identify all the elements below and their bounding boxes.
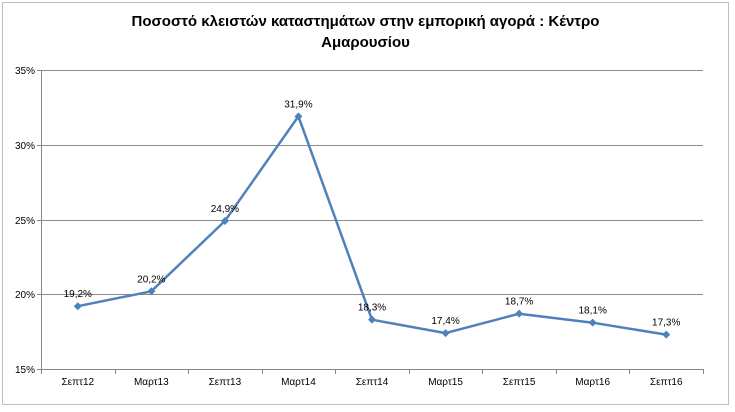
data-label: 17,4% bbox=[431, 316, 459, 327]
data-point-marker bbox=[662, 330, 671, 339]
data-point-marker bbox=[441, 329, 450, 338]
x-tick-label: Μαρτ16 bbox=[575, 377, 610, 388]
x-tick-label: Μαρτ14 bbox=[281, 377, 316, 388]
y-tick-label: 30% bbox=[15, 141, 35, 152]
data-point-marker bbox=[368, 315, 376, 324]
x-tick-label: Σεπτ14 bbox=[356, 377, 389, 388]
data-point-marker bbox=[220, 216, 229, 225]
chart-title-line-1: Ποσοστό κλειστών καταστημάτων στην εμπορ… bbox=[131, 13, 600, 30]
data-label: 19,2% bbox=[64, 289, 92, 300]
x-tick-label: Σεπτ13 bbox=[209, 377, 242, 388]
data-label: 18,1% bbox=[578, 306, 606, 317]
data-label: 18,3% bbox=[358, 303, 386, 314]
y-tick-label: 35% bbox=[15, 66, 35, 77]
chart-title-line-2: Αμαρουσίου bbox=[321, 34, 410, 51]
data-point-marker bbox=[73, 302, 82, 311]
x-tick-label: Σεπτ12 bbox=[61, 377, 94, 388]
x-tick-label: Σεπτ16 bbox=[650, 377, 683, 388]
data-label: 20,2% bbox=[137, 274, 165, 285]
y-tick-label: 25% bbox=[15, 216, 35, 227]
data-label: 31,9% bbox=[284, 99, 312, 110]
x-tick-label: Μαρτ13 bbox=[134, 377, 169, 388]
data-point-marker bbox=[515, 309, 524, 318]
data-label: 17,3% bbox=[652, 318, 680, 329]
y-tick-label: 15% bbox=[15, 365, 35, 376]
data-label: 18,7% bbox=[505, 297, 533, 308]
data-label: 24,9% bbox=[211, 204, 239, 215]
chart-title: Ποσοστό κλειστών καταστημάτων στην εμπορ… bbox=[3, 11, 728, 53]
x-tick-label: Σεπτ15 bbox=[503, 377, 536, 388]
y-tick-label: 20% bbox=[15, 290, 35, 301]
chart-frame: Ποσοστό κλειστών καταστημάτων στην εμπορ… bbox=[2, 2, 729, 405]
data-point-marker bbox=[294, 112, 303, 121]
data-point-marker bbox=[147, 287, 156, 296]
data-point-marker bbox=[588, 318, 597, 327]
x-tick-label: Μαρτ15 bbox=[428, 377, 463, 388]
